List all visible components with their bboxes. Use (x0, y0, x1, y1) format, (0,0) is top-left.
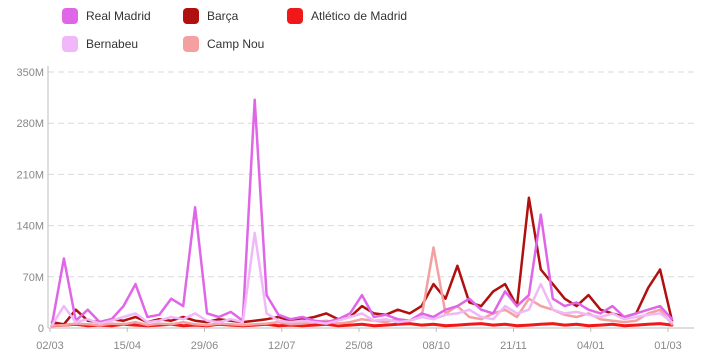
y-tick-label: 350M (16, 67, 44, 79)
x-tick-label: 08/10 (422, 340, 450, 352)
legend-swatch (62, 36, 78, 52)
y-tick-label: 0 (38, 323, 44, 335)
x-tick-label: 04/01 (577, 340, 605, 352)
legend-item-bernabeu[interactable]: Bernabeu (62, 36, 138, 52)
series-line-real-madrid (50, 98, 674, 326)
legend-item-bar-a[interactable]: Barça (183, 8, 239, 24)
x-tick-label: 01/03 (654, 340, 682, 352)
legend-label: Bernabeu (86, 37, 138, 51)
legend-swatch (287, 8, 303, 24)
y-tick-label: 280M (16, 118, 44, 130)
legend-label: Real Madrid (86, 9, 151, 23)
x-tick-label: 25/08 (345, 340, 373, 352)
legend-label: Atlético de Madrid (311, 9, 407, 23)
x-tick-label: 21/11 (500, 340, 527, 352)
legend-swatch (183, 36, 199, 52)
series-line-bernabeu (50, 231, 674, 327)
series-lines (50, 98, 674, 328)
legend[interactable]: Real Madrid Barça Atlético de Madrid Bernab… (62, 8, 407, 52)
series-line-camp-nou (50, 246, 674, 328)
legend-item-camp-nou[interactable]: Camp Nou (183, 36, 264, 52)
y-tick-label: 210M (16, 169, 44, 181)
legend-item-real-madrid[interactable]: Real Madrid (62, 8, 151, 24)
legend-label: Barça (207, 9, 239, 23)
legend-swatch (183, 8, 199, 24)
legend-label: Camp Nou (207, 37, 264, 51)
legend-item-atl-tico-de-madrid[interactable]: Atlético de Madrid (287, 8, 407, 24)
y-tick-label: 70M (23, 272, 44, 284)
x-tick-label: 02/03 (36, 340, 64, 352)
x-tick-label: 12/07 (268, 340, 296, 352)
gridlines (48, 71, 694, 278)
y-tick-label: 140M (16, 221, 44, 233)
legend-swatch (62, 8, 78, 24)
axes: 0 70M 140M 210M 280M 350M 02/03 15/04 29/06 12/07… (16, 66, 694, 352)
x-tick-label: 15/04 (113, 340, 141, 352)
x-tick-label: 29/06 (191, 340, 219, 352)
